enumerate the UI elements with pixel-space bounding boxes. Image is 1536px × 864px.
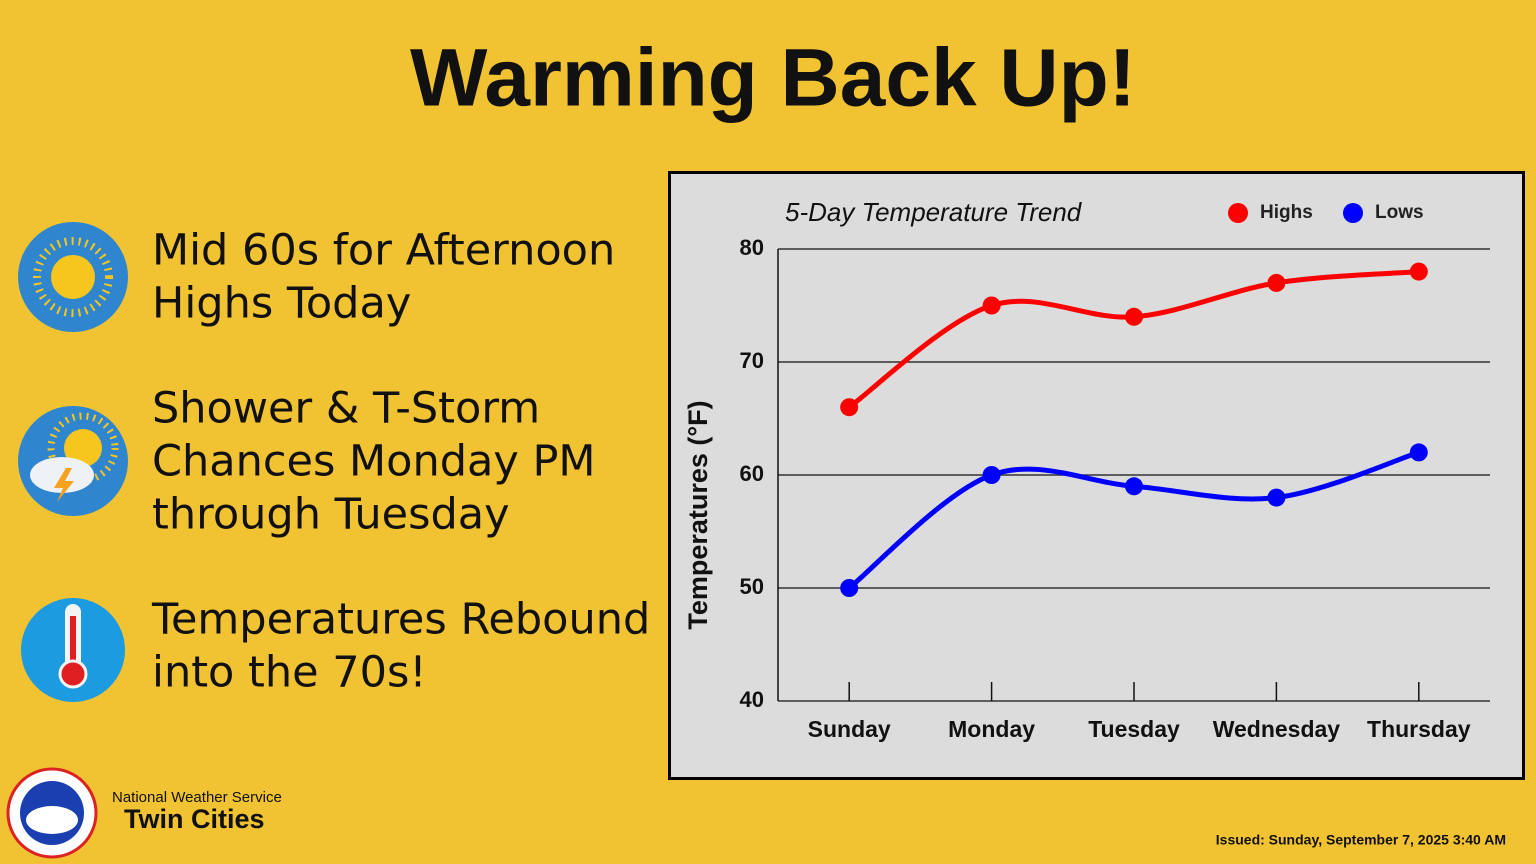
- bullet-text: Mid 60s for Afternoon: [152, 226, 615, 276]
- x-tick-label: Thursday: [1367, 716, 1471, 742]
- legend-marker: [1343, 203, 1363, 223]
- data-point: [982, 296, 1001, 315]
- bullet-text: Shower & T-Storm: [152, 384, 540, 434]
- data-point: [1125, 307, 1143, 326]
- data-point: [840, 398, 859, 417]
- sun-icon: [18, 222, 128, 332]
- bullet-text: Highs Today: [152, 279, 411, 329]
- bullet-text: Temperatures Rebound: [151, 595, 650, 645]
- data-point: [982, 466, 1001, 484]
- agency-name: National Weather Service: [112, 789, 282, 806]
- nws-logo: [6, 767, 98, 859]
- issued-time: Issued: Sunday, September 7, 2025 3:40 A…: [1216, 832, 1506, 848]
- data-point: [840, 579, 859, 597]
- x-tick-label: Wednesday: [1213, 716, 1341, 742]
- y-tick-label: 60: [740, 461, 764, 486]
- thermometer-icon: [21, 598, 125, 702]
- y-tick-label: 40: [740, 687, 764, 712]
- legend-marker: [1228, 203, 1248, 223]
- y-tick-label: 70: [740, 348, 764, 373]
- y-tick-label: 50: [740, 574, 764, 599]
- data-point: [1267, 273, 1286, 292]
- data-point: [1267, 488, 1286, 507]
- legend-label: Highs: [1260, 202, 1313, 223]
- y-axis-label: Temperatures (°F): [683, 400, 713, 629]
- bullet-text: Chances Monday PM: [152, 437, 596, 487]
- x-tick-label: Monday: [948, 716, 1035, 742]
- slide-title: Warming Back Up!: [410, 33, 1136, 124]
- legend-label: Lows: [1375, 202, 1424, 223]
- chart-title: 5-Day Temperature Trend: [785, 197, 1083, 227]
- x-tick-label: Sunday: [808, 716, 891, 742]
- office-name: Twin Cities: [124, 804, 265, 834]
- storm-icon: [18, 406, 128, 516]
- data-point: [1409, 443, 1428, 462]
- x-tick-label: Tuesday: [1088, 716, 1180, 742]
- y-tick-label: 80: [740, 235, 764, 260]
- bullet-text: through Tuesday: [152, 490, 510, 540]
- data-point: [1125, 477, 1143, 496]
- bullet-text: into the 70s!: [152, 648, 427, 698]
- data-point: [1409, 262, 1428, 281]
